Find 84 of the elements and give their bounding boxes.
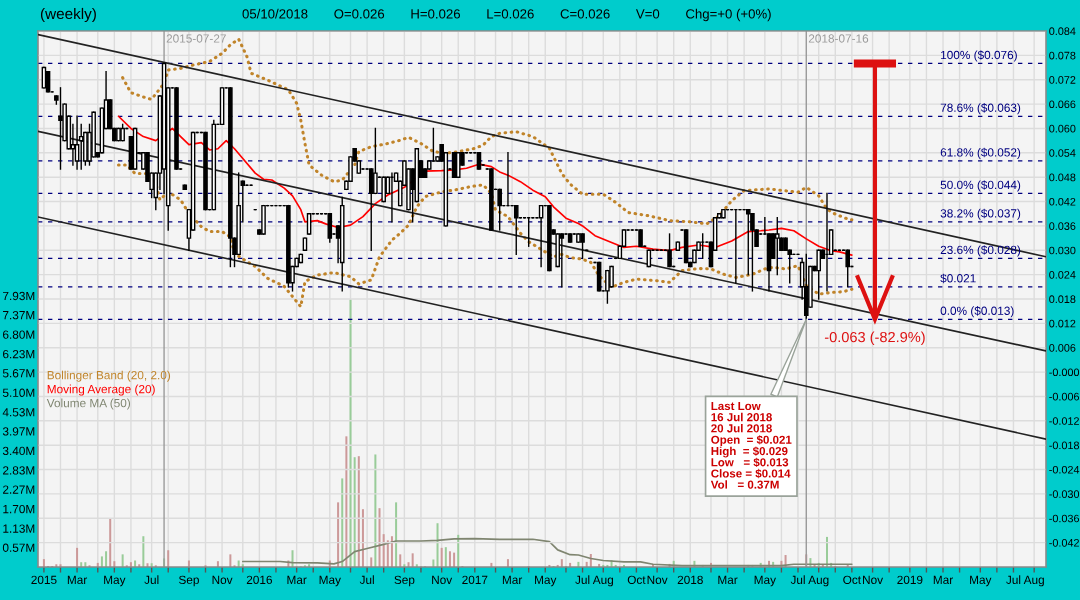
y2-tick-label: 1.13M <box>3 524 35 533</box>
annotation: -0.063 (-82.9%) <box>824 331 925 346</box>
ref-line-label: 38.2% ($0.037) <box>940 208 1021 220</box>
y-tick-label: 0.042 <box>1049 197 1076 206</box>
x-tick-label: Mar <box>67 575 88 584</box>
text: Moving Average (20) <box>47 384 155 396</box>
y-tick-label: -0.036 <box>1049 514 1080 523</box>
ref-line-label: 61.8% ($0.052) <box>940 147 1021 159</box>
y-tick-label: -0.012 <box>1049 417 1079 425</box>
y-tick-label: 0.066 <box>1049 100 1076 109</box>
ref-line-label: $0.021 <box>940 273 976 284</box>
text: Volume MA (50) <box>46 398 131 410</box>
x-tick-label: Jul <box>144 575 159 584</box>
y-tick-label: 0.024 <box>1049 271 1076 279</box>
x-tick-label: 2016 <box>246 575 272 584</box>
x-tick-label: Oct <box>627 575 646 584</box>
y-tick-label: 0.084 <box>1049 27 1076 36</box>
y2-tick-label: 4.53M <box>2 408 35 417</box>
x-tick-label: Sep <box>178 575 199 587</box>
text: Bollinger Band (20, 2.0) <box>47 370 171 382</box>
x-tick-label: May <box>754 575 776 587</box>
x-tick-label: May <box>970 575 992 587</box>
ref-line-label: 78.6% ($0.063) <box>940 103 1021 115</box>
x-tick-label: 2019 <box>897 575 923 584</box>
x-tick-label: Aug <box>808 575 829 587</box>
y2-tick-label: 1.70M <box>3 504 35 514</box>
x-tick-label: Jul <box>359 575 374 584</box>
y-tick-label: 0.054 <box>1049 149 1076 157</box>
y-tick-label: -0.006 <box>1049 392 1080 401</box>
x-tick-label: May <box>104 575 126 587</box>
y-tick-label: -0.018 <box>1049 441 1080 450</box>
y-tick-label: -0.000 <box>1049 368 1080 377</box>
y-tick-label: 0.060 <box>1049 124 1076 133</box>
y-tick-label: 0.036 <box>1049 222 1076 230</box>
y2-tick-label: 2.83M <box>3 466 35 475</box>
x-tick-label: Mar <box>933 575 953 584</box>
y2-tick-label: 6.80M <box>3 330 35 339</box>
x-tick-label: Aug <box>592 575 613 587</box>
x-tick-label: 2017 <box>462 575 488 584</box>
y2-tick-label: 5.10M <box>2 388 35 397</box>
y-tick-label: 0.078 <box>1049 51 1076 60</box>
y-tick-label: 0.006 <box>1049 344 1076 352</box>
chart-subtitle: 05/10/2018 O=0.026 H=0.026 L=0.026 C=0.026 V=0 Chg=+0 (+0%) <box>242 8 771 22</box>
ref-line-label: 23.6% ($0.028) <box>940 245 1021 257</box>
y-tick-label: 0.018 <box>1049 295 1076 304</box>
chart-title: (weekly) <box>40 7 96 23</box>
y2-tick-label: 6.23M <box>3 349 35 359</box>
x-tick-label: Mar <box>718 575 738 584</box>
x-tick-label: Jul <box>575 575 590 584</box>
ref-line-label: 100% ($0.076) <box>941 50 1017 62</box>
x-tick-label: 2018 <box>677 575 703 584</box>
annotation: Last Low 16 Jul 2018 20 Jul 2018 Open = $0.021 High = $0.029 Low = $0.013 Close = $0.014 Vol = 0.37M <box>710 402 792 489</box>
y2-tick-label: 0.57M <box>2 543 35 552</box>
y2-tick-label: 5.67M <box>2 369 35 378</box>
x-tick-label: Jul <box>790 575 805 584</box>
ref-line-label: 2018-07-16 <box>808 34 869 43</box>
y-tick-label: 0.030 <box>1049 246 1076 255</box>
x-tick-label: Nov <box>432 575 453 584</box>
x-tick-label: May <box>319 575 341 587</box>
ref-line-label: 50.0% ($0.044) <box>940 180 1021 192</box>
y-tick-label: 0.012 <box>1049 319 1076 328</box>
x-tick-label: Mar <box>287 575 307 584</box>
x-tick-label: Aug <box>1023 575 1044 587</box>
y-tick-label: -0.030 <box>1049 490 1080 498</box>
x-tick-label: 2015 <box>31 575 57 584</box>
x-tick-label: Nov <box>212 575 233 584</box>
y2-tick-label: 3.97M <box>2 427 35 436</box>
y2-tick-label: 2.27M <box>3 485 35 494</box>
x-tick-label: Nov <box>647 575 668 584</box>
ref-line-label: 2015-07-27 <box>166 34 226 43</box>
x-tick-label: Mar <box>502 575 523 584</box>
y2-tick-label: 7.37M <box>3 310 35 320</box>
x-tick-label: Jul <box>1006 575 1021 584</box>
y-tick-label: -0.024 <box>1049 465 1080 474</box>
x-tick-label: Sep <box>394 575 415 587</box>
y-tick-label: -0.042 <box>1049 539 1079 547</box>
x-tick-label: Nov <box>863 575 884 584</box>
x-tick-label: May <box>535 575 557 587</box>
ref-line-label: 0.0% ($0.013) <box>940 306 1014 318</box>
y2-tick-label: 3.40M <box>2 446 35 456</box>
y-tick-label: 0.072 <box>1049 76 1076 84</box>
x-tick-label: Oct <box>843 575 861 584</box>
y2-tick-label: 7.93M <box>3 291 35 301</box>
y-tick-label: 0.048 <box>1049 173 1076 182</box>
